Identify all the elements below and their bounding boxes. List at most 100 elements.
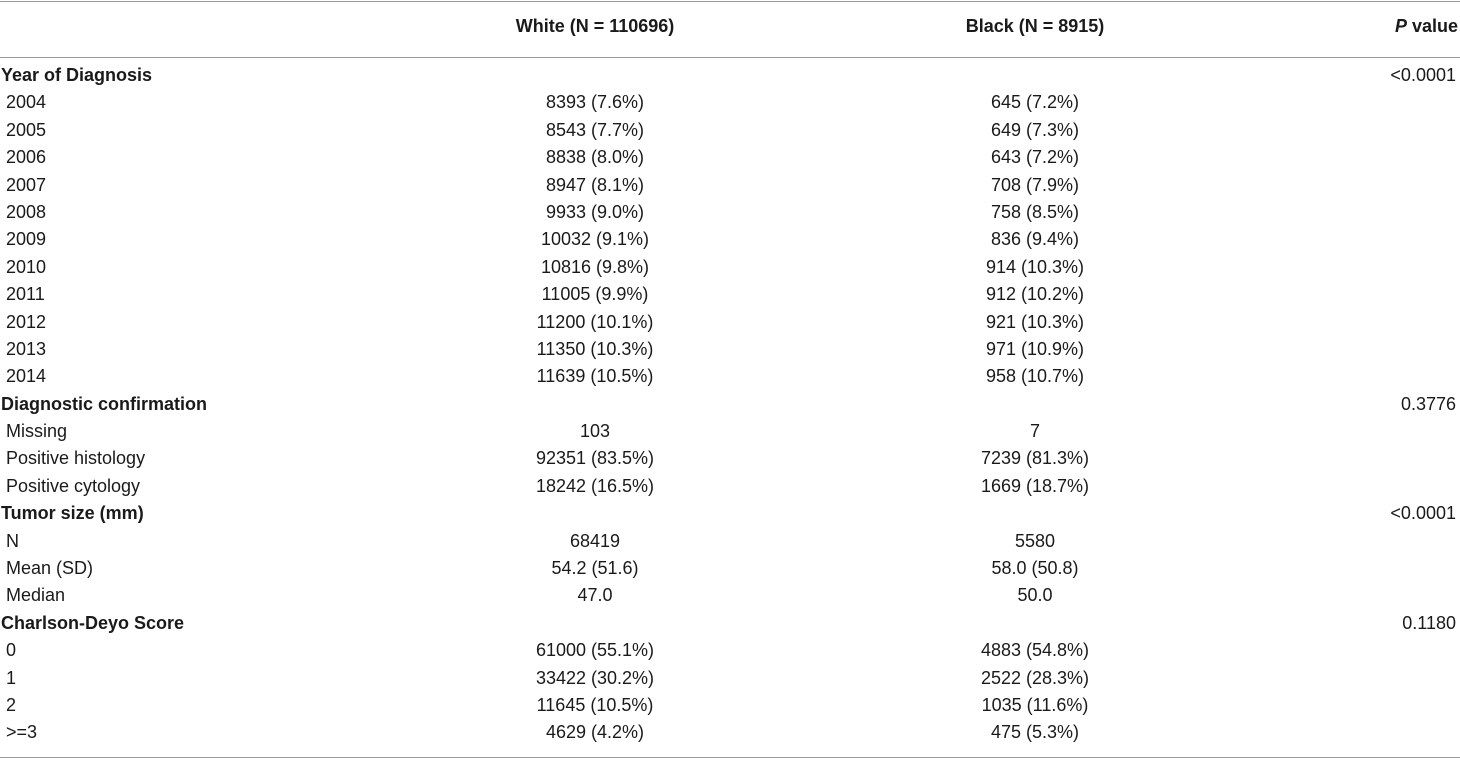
table-row: 2010 10816 (9.8%) 914 (10.3%) <box>0 254 1460 281</box>
header-p-value: P value <box>1395 16 1458 37</box>
section-row: Year of Diagnosis <0.0001 <box>0 62 1460 89</box>
row-label: Median <box>6 585 66 606</box>
table-body: Year of Diagnosis <0.0001 2004 8393 (7.6%) 6… <box>0 62 1460 747</box>
row-label: 2 <box>6 694 17 715</box>
black-value: 643 (7.2%) <box>990 147 1080 168</box>
section-row: Tumor size (mm) <0.0001 <box>0 500 1460 527</box>
row-label: 2008 <box>6 201 47 222</box>
white-value: 8838 (8.0%) <box>545 147 645 168</box>
black-value: 1669 (18.7%) <box>980 475 1090 496</box>
table-row: 2006 8838 (8.0%) 643 (7.2%) <box>0 144 1460 171</box>
black-value: 475 (5.3%) <box>990 722 1080 743</box>
white-value: 103 <box>579 421 611 442</box>
table-row: 2004 8393 (7.6%) 645 (7.2%) <box>0 89 1460 116</box>
white-value: 4629 (4.2%) <box>545 722 645 743</box>
black-value: 2522 (28.3%) <box>980 667 1090 688</box>
white-value: 61000 (55.1%) <box>535 640 655 661</box>
white-value: 8947 (8.1%) <box>545 174 645 195</box>
row-label: Positive cytology <box>6 475 141 496</box>
header-p-italic: P <box>1394 16 1407 36</box>
header-rule <box>0 57 1460 58</box>
table-row: Mean (SD) 54.2 (51.6) 58.0 (50.8) <box>0 555 1460 582</box>
black-value: 5580 <box>1014 530 1056 551</box>
table-row: 2005 8543 (7.7%) 649 (7.3%) <box>0 117 1460 144</box>
black-value: 1035 (11.6%) <box>981 694 1089 715</box>
table-row: 2008 9933 (9.0%) 758 (8.5%) <box>0 199 1460 226</box>
white-value: 11005 (9.9%) <box>541 284 649 305</box>
row-label: N <box>6 530 19 551</box>
white-value: 10816 (9.8%) <box>540 256 650 277</box>
p-value: 0.1180 <box>1402 612 1456 633</box>
white-value: 68419 <box>569 530 621 551</box>
row-label: 1 <box>6 667 17 688</box>
table-row: 2 11645 (10.5%) 1035 (11.6%) <box>0 692 1460 719</box>
black-value: 50.0 <box>1017 585 1053 606</box>
row-label: 2014 <box>6 366 47 387</box>
row-label: Missing <box>6 421 68 442</box>
white-value: 33422 (30.2%) <box>535 667 655 688</box>
white-value: 11639 (10.5%) <box>536 366 654 387</box>
black-value: 836 (9.4%) <box>990 229 1080 250</box>
header-white: White (N = 110696) <box>515 16 675 36</box>
table-row: Missing 103 7 <box>0 418 1460 445</box>
row-label: Diagnostic confirmation <box>1 393 208 414</box>
row-label: 2013 <box>6 338 47 359</box>
white-value: 11200 (10.1%) <box>536 311 654 332</box>
table-row: 2013 11350 (10.3%) 971 (10.9%) <box>0 336 1460 363</box>
white-value: 10032 (9.1%) <box>540 229 650 250</box>
black-value: 958 (10.7%) <box>985 366 1085 387</box>
row-label: 2004 <box>6 92 47 113</box>
white-value: 54.2 (51.6) <box>551 558 639 579</box>
row-label: Tumor size (mm) <box>1 503 144 524</box>
section-row: Diagnostic confirmation 0.3776 <box>0 391 1460 418</box>
p-value: 0.3776 <box>1400 393 1456 414</box>
black-value: 4883 (54.8%) <box>980 640 1090 661</box>
black-value: 914 (10.3%) <box>985 256 1085 277</box>
table-row: 2014 11639 (10.5%) 958 (10.7%) <box>0 363 1460 390</box>
table-row: 2009 10032 (9.1%) 836 (9.4%) <box>0 226 1460 253</box>
white-value: 8543 (7.7%) <box>545 119 645 140</box>
black-value: 645 (7.2%) <box>990 92 1080 113</box>
row-label: 2006 <box>6 147 47 168</box>
white-value: 11350 (10.3%) <box>536 338 654 359</box>
black-value: 58.0 (50.8) <box>991 558 1079 579</box>
row-label: Charlson-Deyo Score <box>1 612 185 633</box>
p-value: <0.0001 <box>1390 503 1456 524</box>
white-value: 9933 (9.0%) <box>545 201 645 222</box>
row-label: 2007 <box>6 174 47 195</box>
black-value: 7239 (81.3%) <box>980 448 1090 469</box>
white-value: 47.0 <box>577 585 613 606</box>
table-row: 2011 11005 (9.9%) 912 (10.2%) <box>0 281 1460 308</box>
black-value: 921 (10.3%) <box>985 311 1085 332</box>
row-label: 2010 <box>6 256 47 277</box>
row-label: 2012 <box>6 311 47 332</box>
table-row: 0 61000 (55.1%) 4883 (54.8%) <box>0 637 1460 664</box>
row-label: 2009 <box>6 229 47 250</box>
white-value: 92351 (83.5%) <box>535 448 655 469</box>
row-label: Mean (SD) <box>6 558 94 579</box>
row-label: 0 <box>6 640 17 661</box>
bottom-rule <box>0 757 1460 758</box>
table-row: Positive histology 92351 (83.5%) 7239 (81.… <box>0 445 1460 472</box>
white-value: 8393 (7.6%) <box>545 92 645 113</box>
header-black: Black (N = 8915) <box>965 16 1105 36</box>
section-row: Charlson-Deyo Score 0.1180 <box>0 610 1460 637</box>
black-value: 971 (10.9%) <box>985 338 1085 359</box>
p-value: <0.0001 <box>1390 65 1456 85</box>
black-value: 758 (8.5%) <box>990 201 1080 222</box>
row-label: >=3 <box>6 722 38 743</box>
row-label: Year of Diagnosis <box>1 65 153 85</box>
table-row: 2007 8947 (8.1%) 708 (7.9%) <box>0 172 1460 199</box>
white-value: 11645 (10.5%) <box>536 694 654 715</box>
black-value: 7 <box>1029 421 1041 442</box>
row-label: Positive histology <box>6 448 146 469</box>
table-row: Positive cytology 18242 (16.5%) 1669 (18.7… <box>0 473 1460 500</box>
black-value: 649 (7.3%) <box>990 119 1080 140</box>
top-rule <box>0 1 1460 2</box>
header-p-rest: value <box>1406 16 1458 36</box>
table-row: >=3 4629 (4.2%) 475 (5.3%) <box>0 719 1460 746</box>
black-value: 912 (10.2%) <box>985 284 1085 305</box>
row-label: 2011 <box>6 284 45 305</box>
table-row: 2012 11200 (10.1%) 921 (10.3%) <box>0 309 1460 336</box>
